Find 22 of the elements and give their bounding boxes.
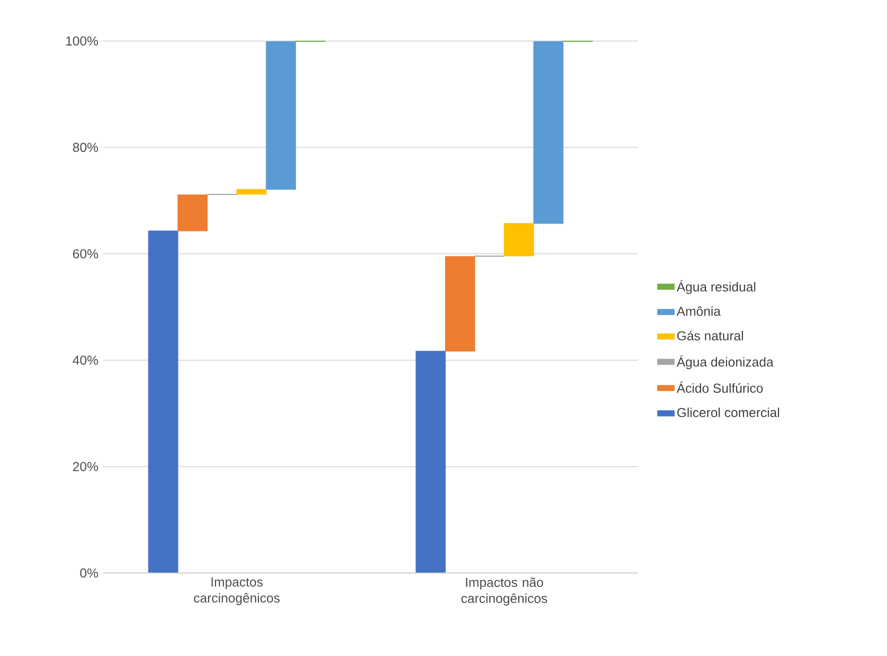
x-tick-label: Impactos não carcinogênicos <box>461 578 548 606</box>
y-tick-label: 100% <box>66 36 98 46</box>
y-tick-label: 20% <box>73 462 98 472</box>
bar <box>266 41 296 190</box>
x-tick-label: Impactos carcinogênicos <box>194 578 280 606</box>
legend-label: Gás natural <box>677 330 743 340</box>
legend-label: Água residual <box>676 280 756 294</box>
bar <box>236 189 266 195</box>
legend-label: Água deionizada <box>676 355 774 370</box>
bar <box>445 256 476 352</box>
y-tick-label: 0% <box>80 568 98 578</box>
bar <box>533 41 564 224</box>
bar <box>504 223 534 256</box>
legend-label: Ácido Sulfúrico <box>676 381 763 393</box>
legend-label: Amônia <box>676 306 721 316</box>
bar <box>178 194 208 232</box>
y-tick-label: 60% <box>73 249 98 258</box>
y-tick-label: 80% <box>73 142 98 152</box>
bar <box>416 350 446 574</box>
legend-label: Glicerol comercial <box>677 408 780 418</box>
bar <box>148 230 178 574</box>
y-tick-label: 40% <box>72 356 98 365</box>
